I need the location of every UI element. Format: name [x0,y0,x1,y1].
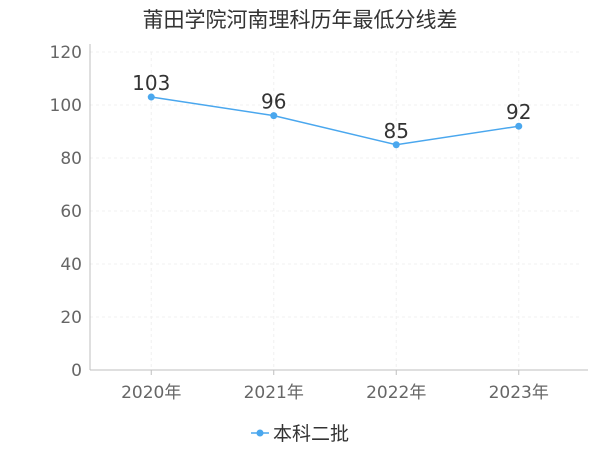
legend-label: 本科二批 [273,423,349,445]
data-label: 103 [132,71,170,95]
data-point[interactable] [392,141,400,149]
y-tick-label: 80 [60,149,82,169]
data-label: 85 [384,119,409,143]
y-tick-label: 40 [60,255,82,275]
y-tick-label: 0 [71,361,82,381]
data-label: 96 [261,90,286,114]
y-tick-label: 20 [60,308,82,328]
y-axis-ticks: 0 20 40 60 80 100 120 [50,43,82,381]
y-tick-label: 60 [60,202,82,222]
chart-title: 莆田学院河南理科历年最低分线差 [143,8,458,32]
legend[interactable]: 本科二批 [250,423,349,445]
data-label: 92 [506,100,531,124]
series-line [151,96,519,146]
x-tick-label: 2022年 [366,383,426,403]
grid-lines [90,51,580,370]
y-tick-label: 120 [50,43,82,63]
x-tick-label: 2020年 [121,383,181,403]
x-tick-label: 2021年 [244,383,304,403]
series-group: 103 96 85 92 [132,71,531,149]
legend-marker-icon [256,429,264,437]
data-point[interactable] [147,93,155,101]
y-tick-label: 100 [50,96,82,116]
axes [89,44,588,371]
data-point[interactable] [270,112,278,120]
x-tick-label: 2023年 [489,383,549,403]
data-point[interactable] [515,122,523,130]
x-axis-ticks: 2020年 2021年 2022年 2023年 [121,370,549,403]
